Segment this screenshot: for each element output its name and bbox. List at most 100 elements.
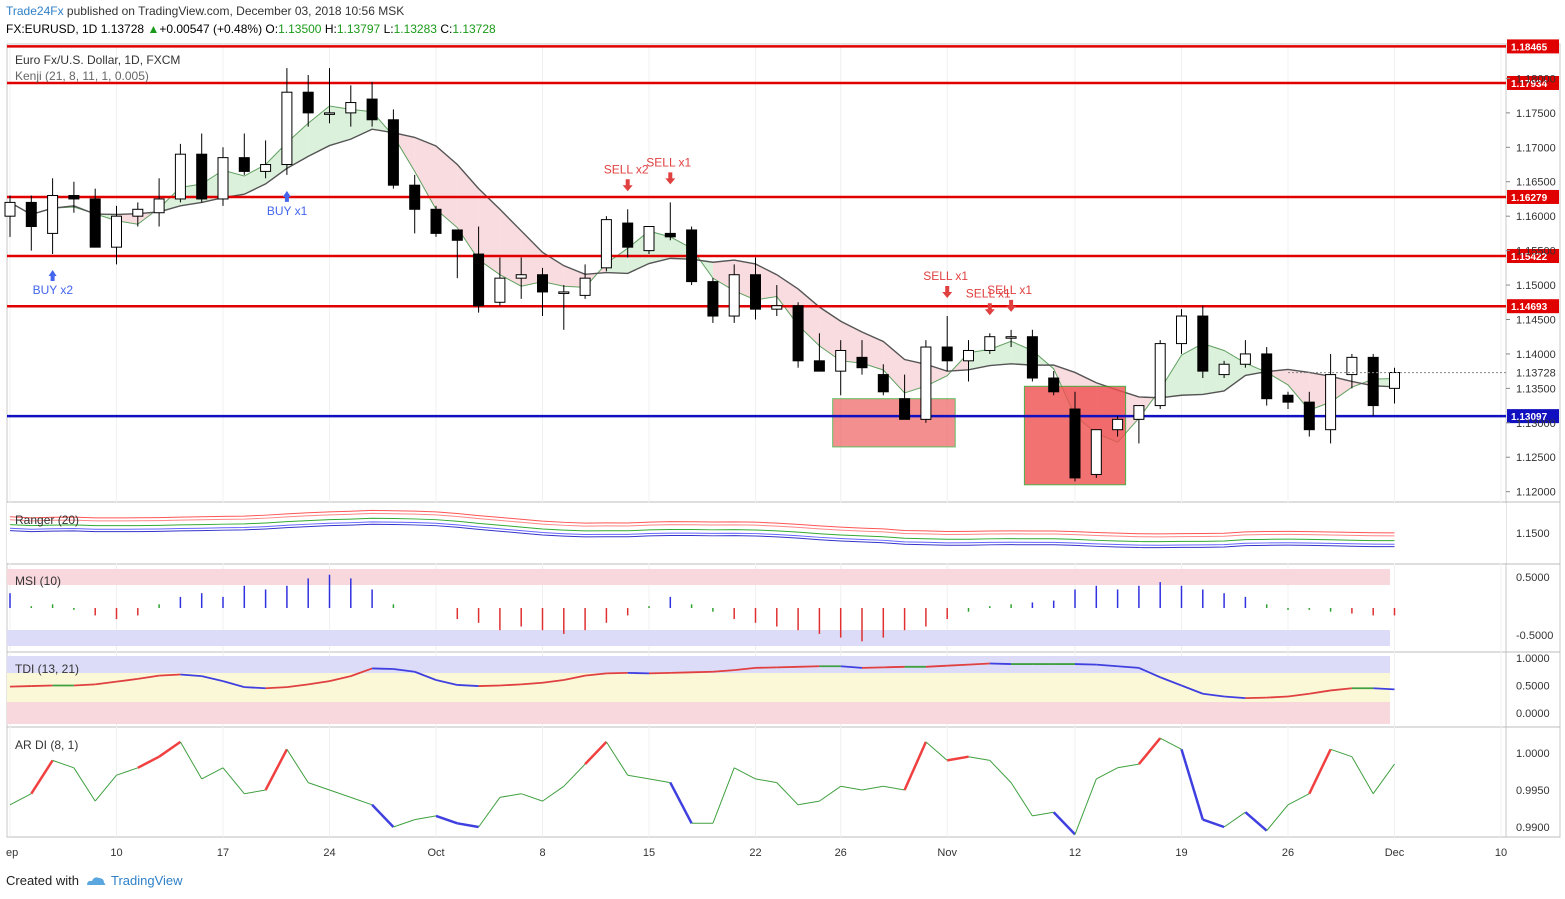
candle-body — [941, 346, 953, 362]
brand-name: TradingView — [110, 873, 183, 888]
tdi-line-segment — [137, 674, 160, 680]
candle — [1133, 405, 1145, 444]
level-label-box — [1507, 75, 1559, 90]
candle-body — [260, 164, 272, 172]
level-label: 1.15422 — [1511, 252, 1548, 263]
publisher-name[interactable]: Trade24Fx — [6, 4, 64, 18]
candle-body — [68, 195, 80, 200]
footer: Created with TradingView — [6, 873, 183, 888]
candle — [1112, 415, 1124, 437]
candle — [1325, 353, 1337, 444]
ardi-line-segment — [478, 797, 501, 828]
tdi-line-segment — [883, 665, 905, 669]
ardi-line-segment — [1266, 804, 1289, 832]
ranger-band-line — [9, 512, 1395, 538]
msi-upper-band — [7, 569, 1390, 585]
candle — [1261, 347, 1273, 406]
chart-title: Euro Fx/U.S. Dollar, 1D, FXCM — [15, 53, 180, 67]
candle-body — [984, 336, 996, 351]
ardi-line-segment — [457, 822, 479, 829]
tdi-line-segment — [989, 662, 1012, 665]
candle — [686, 226, 698, 286]
tdi-line-segment — [265, 686, 287, 690]
candle — [217, 147, 229, 206]
tdi-line-segment — [776, 665, 799, 669]
kenji-cloud — [499, 209, 522, 287]
ardi-line-segment — [1052, 811, 1076, 836]
candle-body — [174, 153, 186, 200]
candle — [750, 257, 761, 320]
ardi-line-segment — [308, 782, 330, 791]
candle-body — [835, 349, 847, 372]
ardi-line-segment — [733, 767, 756, 780]
candle-body — [1197, 315, 1209, 372]
ardi-line-segment — [669, 782, 693, 824]
price-tick-label: 1.17500 — [1516, 108, 1556, 120]
ardi-line-segment — [1308, 748, 1332, 795]
ardi-line-segment — [1096, 767, 1118, 780]
candle — [473, 226, 485, 313]
ardi-line-segment — [1244, 811, 1268, 832]
date-tick-label: 10 — [1495, 847, 1507, 859]
date-tick-label: Nov — [937, 847, 957, 859]
candle — [1303, 391, 1315, 437]
kenji-cloud — [244, 164, 266, 195]
candle-body — [281, 91, 293, 166]
tdi-line-segment — [372, 667, 394, 670]
sell-arrow-icon — [1006, 299, 1017, 312]
level-label: 1.14693 — [1511, 302, 1548, 313]
ardi-line-segment — [776, 782, 799, 806]
tdi-line-segment — [734, 667, 756, 671]
ardi-line-segment — [222, 767, 245, 795]
candle-body — [494, 277, 506, 303]
candle — [281, 68, 293, 175]
candle — [728, 264, 740, 323]
tdi-line-segment — [648, 671, 671, 675]
date-tick-label: 22 — [749, 847, 761, 859]
candle-body — [1069, 408, 1081, 479]
chart-canvas[interactable]: 1.18465 1.17934 1.16279 1.15422 1.14693 1.130… — [0, 0, 1565, 865]
candle-body — [1133, 405, 1145, 420]
ranger-band-line — [9, 509, 1395, 535]
sell-signal-label: SELL x2 — [604, 162, 649, 176]
ranger-bg — [7, 503, 1506, 563]
ardi-line-segment — [137, 755, 160, 769]
sell-signal-label: SELL x1 — [966, 286, 1011, 300]
sell-signal-label: SELL x1 — [646, 155, 691, 169]
tdi-line-segment — [755, 666, 777, 669]
candle — [792, 302, 804, 368]
ardi-line-segment — [329, 789, 351, 798]
ardi-line-segment — [819, 785, 841, 802]
ranger-label: Ranger (20) — [15, 513, 79, 527]
candle — [153, 178, 165, 227]
sell-arrow-icon — [942, 286, 953, 299]
sell-arrow-icon — [984, 303, 995, 316]
ardi-line-segment — [903, 741, 928, 791]
tdi-line-segment — [31, 684, 53, 687]
candle-body — [1389, 372, 1400, 389]
buy-arrow-icon — [282, 190, 291, 202]
ardi-tick: 0.9900 — [1516, 822, 1550, 834]
sell-signal-label: SELL x1 — [923, 269, 968, 283]
candle — [1154, 340, 1166, 410]
candle-body — [473, 253, 485, 307]
ohlc-line: FX:EURUSD, 1D 1.13728 ▲+0.00547 (+0.48%)… — [6, 22, 496, 36]
ardi-line-segment — [414, 815, 437, 821]
candle — [89, 188, 101, 248]
ardi-line-segment — [1372, 763, 1395, 794]
candle — [899, 374, 911, 420]
tradingview-logo[interactable]: TradingView — [85, 873, 183, 888]
tdi-line-segment — [585, 672, 607, 677]
level-label: 1.16279 — [1511, 193, 1548, 204]
msi-tick: 0.5000 — [1516, 572, 1550, 584]
kenji-cloud — [1288, 369, 1310, 411]
candle — [430, 205, 442, 237]
candle-body — [430, 208, 442, 234]
candle — [984, 333, 996, 354]
date-tick-label: 12 — [1069, 847, 1081, 859]
level-label: 1.18465 — [1511, 42, 1548, 53]
candle-body — [728, 274, 740, 317]
date-tick-label: 24 — [323, 847, 335, 859]
tdi-line-segment — [435, 679, 458, 686]
candle — [366, 81, 378, 127]
